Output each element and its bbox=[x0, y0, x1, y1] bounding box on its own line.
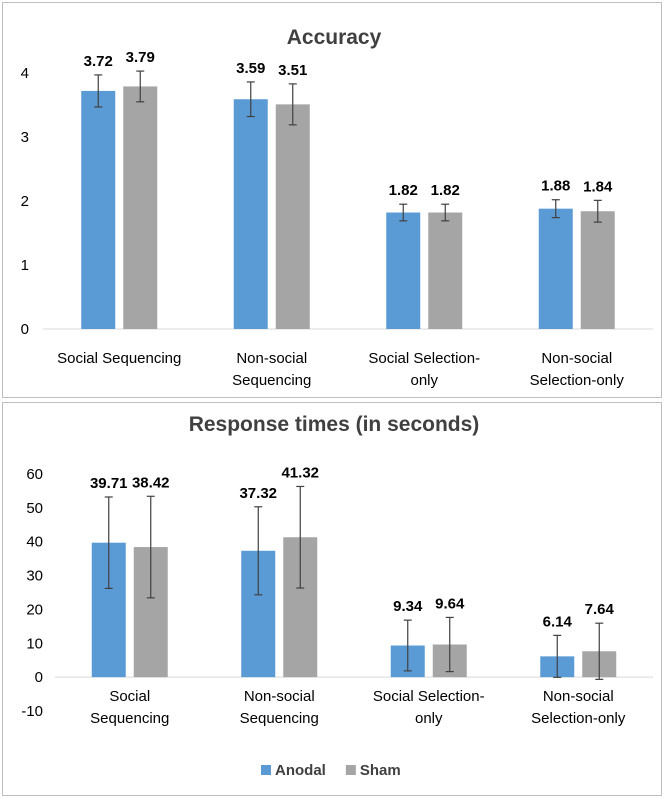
y-tick-label: -10 bbox=[21, 703, 43, 720]
category-label: only bbox=[415, 710, 443, 727]
category-label: Non-social bbox=[541, 350, 612, 367]
data-label: 37.32 bbox=[239, 485, 277, 502]
legend-swatch-sham bbox=[345, 765, 356, 775]
y-tick-label: 4 bbox=[21, 65, 29, 82]
accuracy-bar-anodal bbox=[386, 212, 421, 329]
category-label: Sequencing bbox=[240, 710, 319, 727]
y-tick-label: 1 bbox=[21, 257, 29, 274]
category-label: Non-social bbox=[236, 350, 307, 367]
data-label: 1.84 bbox=[583, 178, 613, 195]
data-label: 7.64 bbox=[585, 601, 615, 618]
response-times-chart: Response times (in seconds) -10 0 10 20 30 40 5… bbox=[21, 413, 653, 779]
y-tick-label: 50 bbox=[26, 500, 43, 517]
y-tick-label: 40 bbox=[26, 534, 43, 551]
accuracy-bar-sham bbox=[123, 86, 158, 329]
data-label: 3.51 bbox=[278, 62, 307, 79]
category-label: Selection-only bbox=[531, 710, 626, 727]
y-tick-label: 3 bbox=[21, 129, 29, 146]
data-label: 38.42 bbox=[132, 474, 170, 491]
accuracy-bar-sham bbox=[428, 212, 463, 329]
chart-title: Response times (in seconds) bbox=[189, 413, 480, 436]
data-label: 3.72 bbox=[84, 53, 113, 70]
y-tick-label: 60 bbox=[26, 466, 43, 483]
accuracy-chart: Accuracy 0 1 2 3 4 3.72 3.79 Social Sequencing 3.… bbox=[21, 26, 653, 389]
legend-swatch-anodal bbox=[261, 765, 271, 775]
category-label: only bbox=[410, 372, 438, 389]
response-times-chart-panel: Response times (in seconds) -10 0 10 20 30 40 5… bbox=[2, 402, 662, 796]
data-label: 3.79 bbox=[126, 49, 155, 66]
accuracy-bar-sham bbox=[580, 211, 615, 329]
accuracy-bar-anodal bbox=[538, 208, 573, 329]
chart-title: Accuracy bbox=[287, 26, 382, 49]
y-tick-label: 2 bbox=[21, 193, 29, 210]
y-tick-label: 30 bbox=[26, 568, 43, 585]
y-tick-label: 0 bbox=[21, 321, 29, 338]
data-label: 6.14 bbox=[543, 613, 573, 630]
data-label: 3.59 bbox=[236, 60, 265, 77]
y-tick-label: 0 bbox=[35, 669, 43, 686]
category-label: Social bbox=[109, 688, 150, 705]
category-label: Social Selection- bbox=[373, 688, 485, 705]
category-label: Non-social bbox=[244, 688, 315, 705]
accuracy-bar-sham bbox=[275, 104, 310, 329]
category-label: Social Sequencing bbox=[57, 350, 181, 367]
accuracy-bar-anodal bbox=[233, 99, 268, 330]
legend-label-anodal: Anodal bbox=[275, 762, 326, 779]
data-label: 1.82 bbox=[431, 182, 460, 199]
category-label: Sequencing bbox=[232, 372, 311, 389]
category-label: Social Selection- bbox=[368, 350, 480, 367]
legend-label-sham: Sham bbox=[360, 762, 401, 779]
y-tick-label: 10 bbox=[26, 635, 43, 652]
data-label: 1.82 bbox=[389, 182, 418, 199]
category-label: Selection-only bbox=[530, 372, 625, 389]
data-label: 9.34 bbox=[393, 598, 423, 615]
y-tick-label: 20 bbox=[26, 601, 43, 618]
data-label: 1.88 bbox=[541, 178, 570, 195]
data-label: 39.71 bbox=[90, 475, 128, 492]
category-label: Sequencing bbox=[90, 710, 169, 727]
accuracy-bar-anodal bbox=[81, 90, 116, 329]
data-label: 41.32 bbox=[281, 464, 319, 481]
data-label: 9.64 bbox=[435, 595, 465, 612]
category-label: Non-social bbox=[543, 688, 614, 705]
accuracy-chart-panel: Accuracy 0 1 2 3 4 3.72 3.79 Social Sequencing 3.… bbox=[2, 2, 662, 398]
